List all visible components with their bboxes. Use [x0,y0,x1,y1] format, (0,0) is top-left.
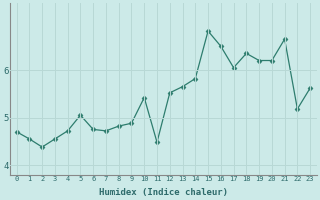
X-axis label: Humidex (Indice chaleur): Humidex (Indice chaleur) [99,188,228,197]
